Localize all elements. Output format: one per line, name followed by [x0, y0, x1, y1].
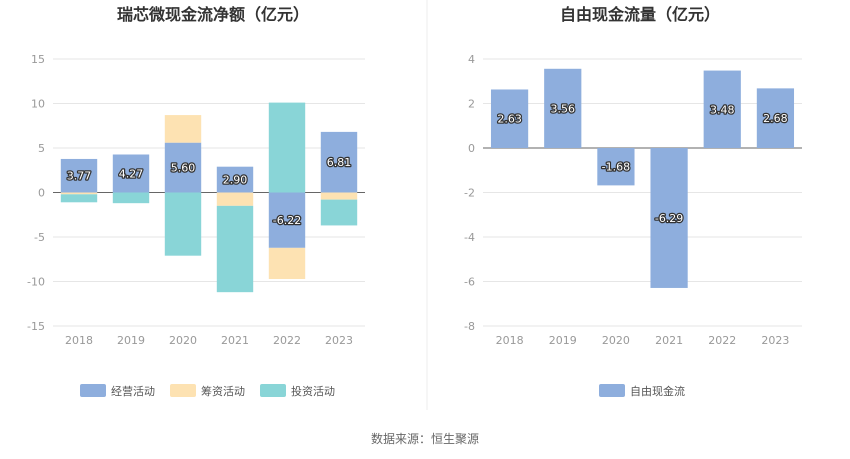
legend-swatch [599, 384, 625, 397]
free-cash-flow-grid: 4 2 0 -2 -4 -6 -8 2018 2019 2020 2021 2022 2023 [464, 53, 802, 347]
cash-flow-net-panel: 瑞芯微现金流净额（亿元） 15 10 5 0 -5 -10 -15 2018 2019 2020 2… [27, 5, 365, 398]
legend-label: 筹资活动 [201, 384, 245, 398]
bar-data-label: 2.63 [497, 113, 522, 126]
data-source-note: 数据来源：恒生聚源 [371, 431, 479, 446]
x-tick-label: 2023 [761, 334, 789, 347]
y-tick-label: -2 [464, 187, 475, 200]
bar-free-cash-flow [597, 148, 635, 186]
legend-label: 自由现金流 [630, 384, 685, 398]
y-tick-label: 0 [38, 187, 45, 200]
x-tick-label: 2018 [496, 334, 524, 347]
x-tick-label: 2020 [169, 334, 197, 347]
y-tick-label: -10 [27, 276, 45, 289]
y-tick-label: 5 [38, 142, 45, 155]
legend-item[interactable]: 筹资活动 [170, 384, 245, 398]
x-tick-label: 2019 [117, 334, 145, 347]
bar-data-label: 2.90 [223, 174, 248, 187]
y-tick-label: -15 [27, 320, 45, 333]
bar-data-label: 6.81 [327, 156, 352, 169]
bar-investing [164, 192, 202, 256]
bar-operating [320, 131, 358, 193]
x-tick-label: 2021 [655, 334, 683, 347]
y-tick-label: -5 [34, 231, 45, 244]
cash-flow-net-grid: 15 10 5 0 -5 -10 -15 2018 2019 2020 2021 2022 2023 [27, 53, 365, 347]
bar-investing [320, 199, 358, 226]
bar-data-label: 2.68 [763, 112, 788, 125]
legend-label: 经营活动 [111, 384, 155, 398]
x-tick-label: 2018 [65, 334, 93, 347]
bar-financing [164, 115, 202, 143]
bar-data-label: 3.77 [67, 170, 92, 183]
bar-investing [112, 192, 150, 204]
y-tick-label: 10 [31, 98, 45, 111]
bar-data-label: -6.22 [273, 214, 301, 227]
bar-data-label: 5.60 [171, 162, 196, 175]
bar-free-cash-flow [544, 68, 582, 148]
bar-investing [268, 102, 306, 193]
legend-swatch [80, 384, 106, 397]
x-tick-label: 2021 [221, 334, 249, 347]
legend-swatch [170, 384, 196, 397]
legend-label: 投资活动 [291, 384, 335, 398]
bar-investing [216, 205, 254, 293]
y-tick-label: 0 [468, 142, 475, 155]
free-cash-flow-bars [490, 68, 795, 288]
bar-operating [216, 166, 254, 193]
bar-data-label: 4.27 [119, 167, 144, 180]
bar-free-cash-flow [756, 88, 795, 148]
y-tick-label: 4 [468, 53, 475, 66]
free-cash-flow-panel: 自由现金流量（亿元） 4 2 0 -2 -4 -6 -8 2018 2019 2020 2021 20… [464, 5, 802, 398]
bar-financing [60, 192, 98, 195]
bar-data-label: 3.48 [710, 103, 735, 116]
y-tick-label: -4 [464, 231, 475, 244]
bar-data-label: -1.68 [602, 161, 630, 174]
legend-item[interactable]: 投资活动 [260, 384, 335, 398]
x-tick-label: 2023 [325, 334, 353, 347]
y-tick-label: 2 [468, 98, 475, 111]
x-tick-label: 2022 [273, 334, 301, 347]
bar-financing [268, 247, 306, 280]
bar-operating [112, 154, 150, 193]
x-tick-label: 2019 [549, 334, 577, 347]
bar-data-label: 3.56 [551, 102, 576, 115]
legend-item[interactable]: 经营活动 [80, 384, 155, 398]
bar-operating [268, 192, 306, 248]
bar-operating [60, 158, 98, 193]
bar-free-cash-flow [650, 148, 688, 288]
bar-financing [216, 192, 254, 206]
free-cash-flow-data-labels: 2.63 3.56 -1.68 -6.29 3.48 2.68 [496, 101, 789, 226]
free-cash-flow-legend: 自由现金流 [599, 384, 685, 398]
y-tick-label: -8 [464, 320, 475, 333]
x-tick-label: 2022 [708, 334, 736, 347]
cash-flow-net-legend: 经营活动 筹资活动 投资活动 [80, 384, 335, 398]
legend-swatch [260, 384, 286, 397]
bar-data-label: -6.29 [655, 212, 683, 225]
legend-item[interactable]: 自由现金流 [599, 384, 685, 398]
free-cash-flow-title: 自由现金流量（亿元） [560, 5, 720, 24]
y-tick-label: -6 [464, 276, 475, 289]
y-tick-label: 15 [31, 53, 45, 66]
x-tick-label: 2020 [602, 334, 630, 347]
cash-flow-net-bars [60, 102, 358, 293]
bar-operating [164, 142, 202, 193]
bar-free-cash-flow [703, 70, 741, 148]
bar-investing [60, 194, 98, 203]
cash-flow-net-title: 瑞芯微现金流净额（亿元） [117, 5, 309, 24]
bar-free-cash-flow [490, 89, 529, 148]
cash-flow-net-data-labels: 3.77 4.27 5.60 2.90 -6.22 6.81 [66, 155, 353, 228]
bar-financing [320, 192, 358, 200]
